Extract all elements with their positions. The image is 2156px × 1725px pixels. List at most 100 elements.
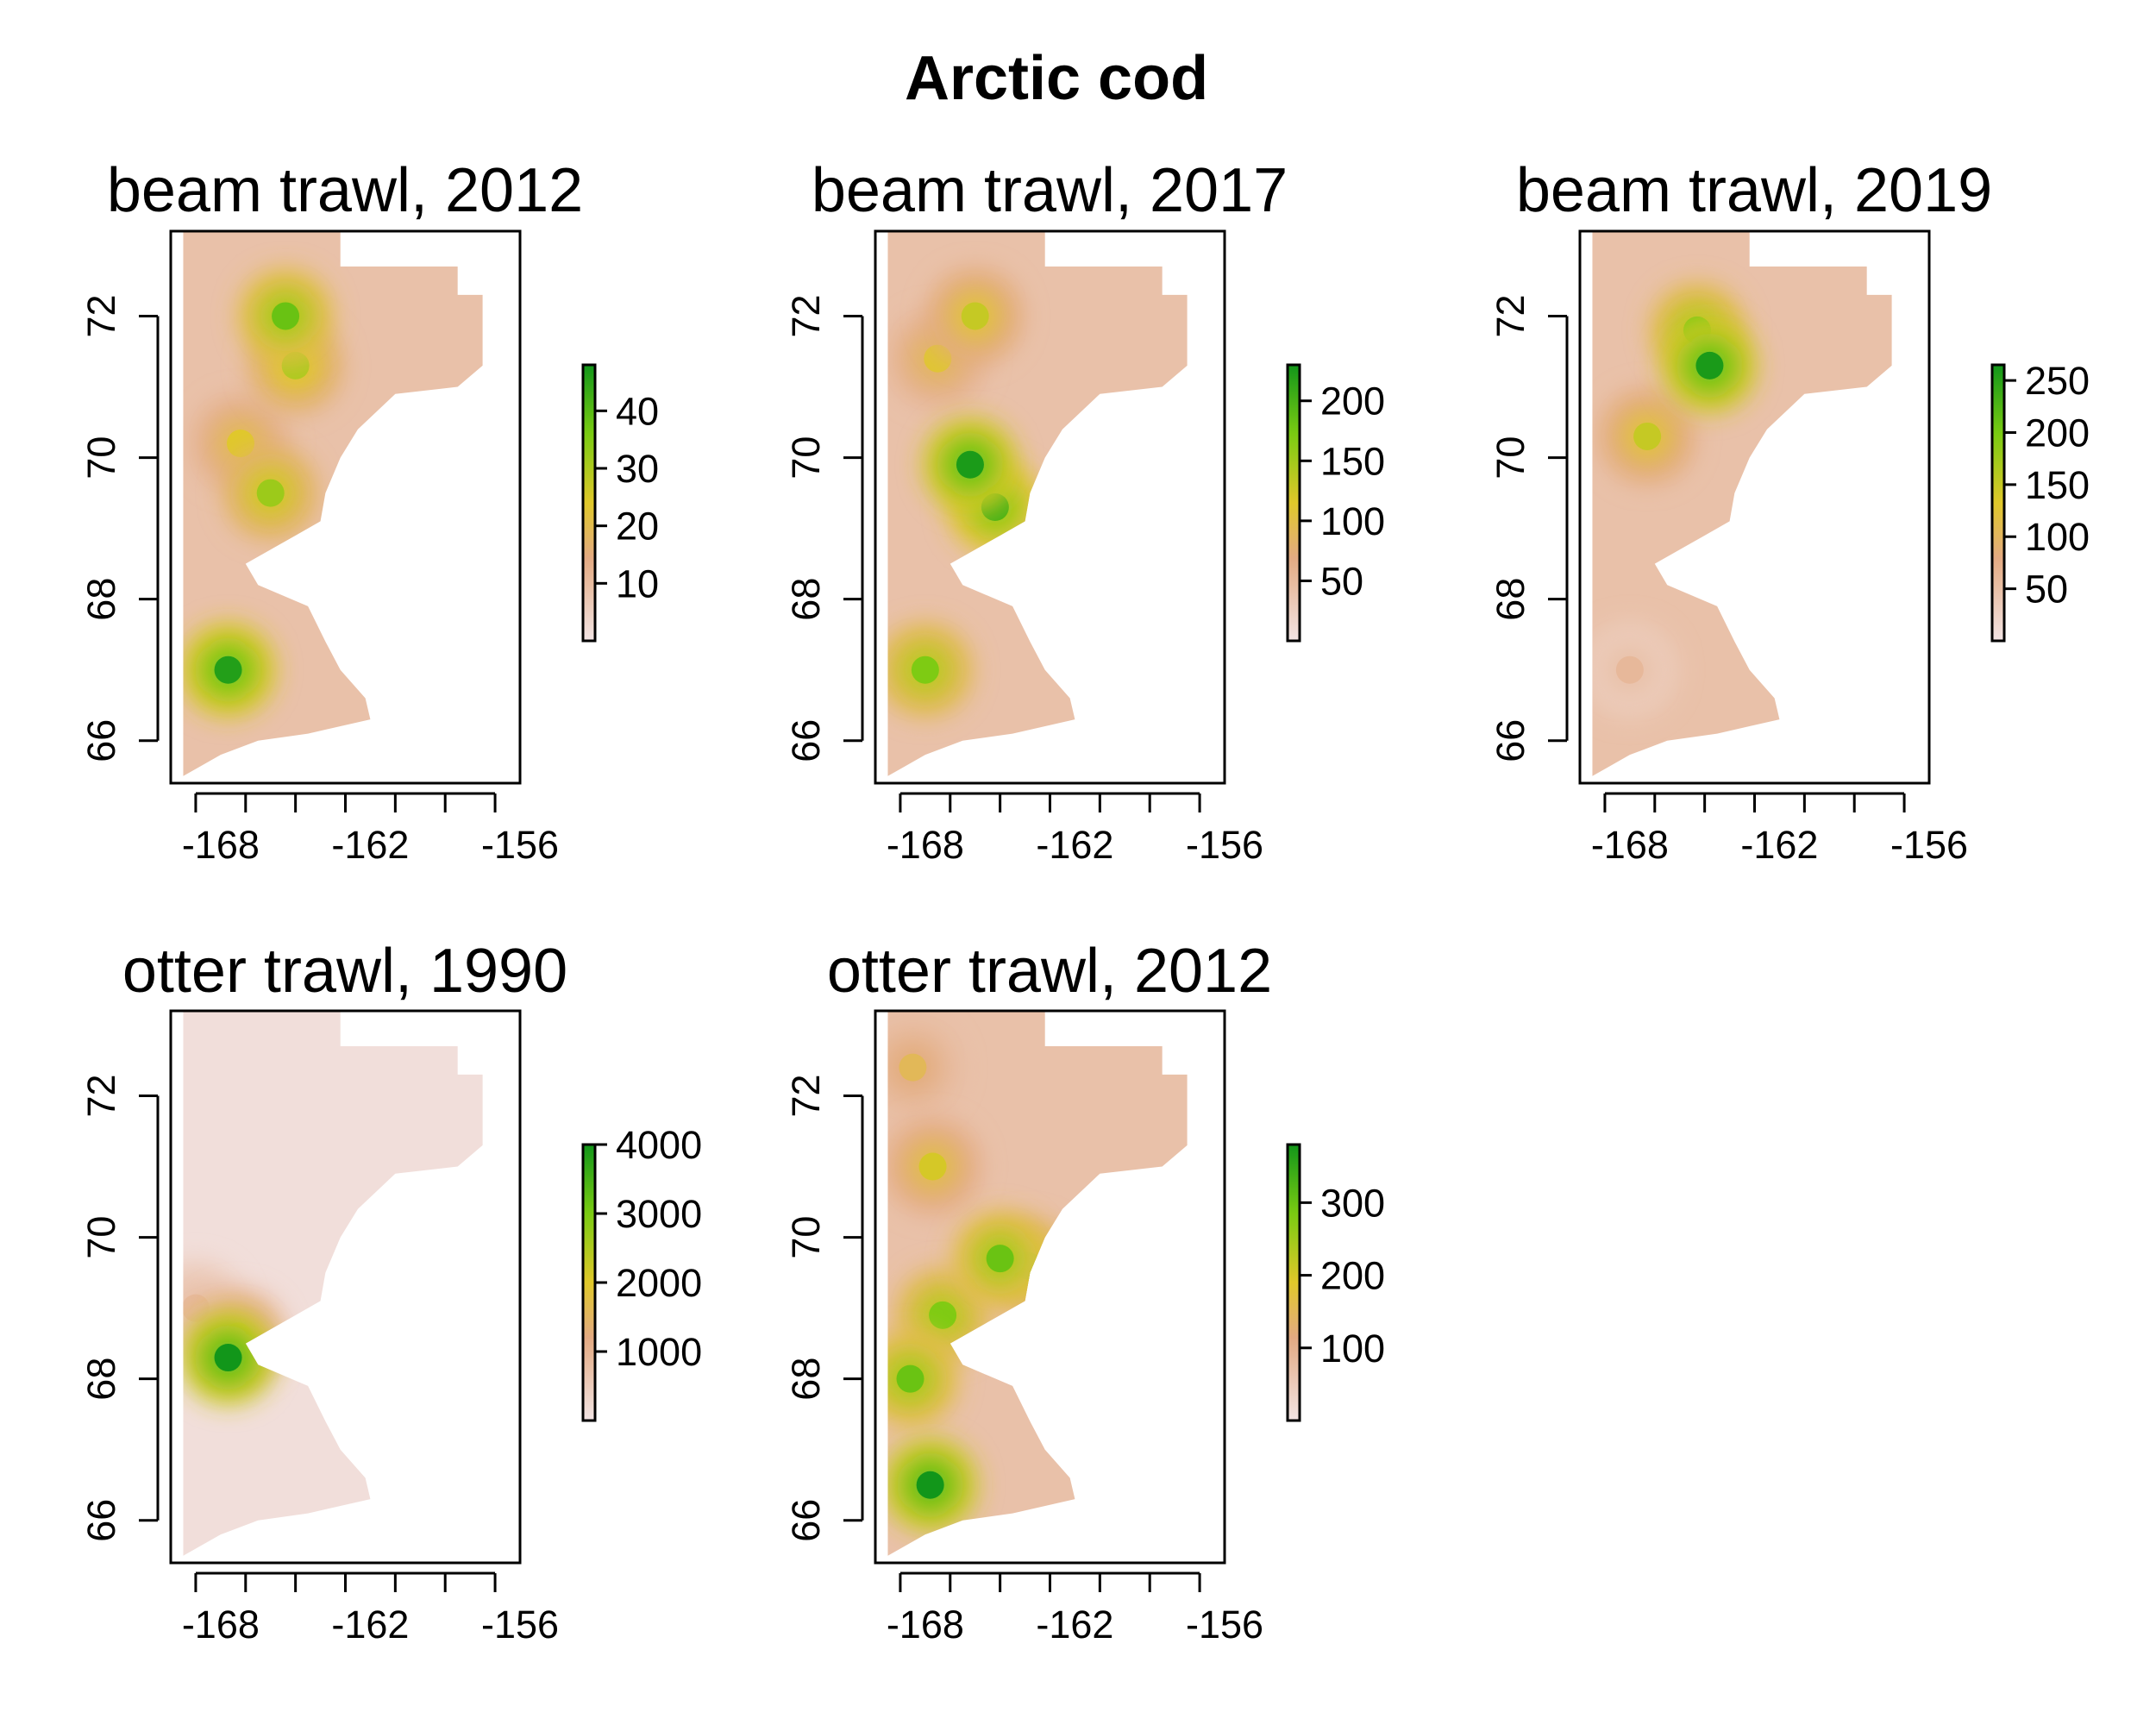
panel-title: otter trawl, 2012 xyxy=(827,937,1272,1006)
x-tick-label: -162 xyxy=(1740,823,1818,867)
hotspot-core xyxy=(214,1344,242,1372)
y-tick-label: 66 xyxy=(1489,719,1532,762)
colorbar-tick-label: 50 xyxy=(1320,559,1363,603)
x-tick-label: -156 xyxy=(1186,1603,1263,1647)
panel-grid: beam trawl, 2012 -168 -162 -156 66 68 70 72 10 20… xyxy=(79,156,2090,1647)
y-tick-label: 72 xyxy=(79,1074,123,1117)
heatmap-surface xyxy=(887,1011,1188,1556)
panel-title: otter trawl, 1990 xyxy=(122,937,567,1006)
colorbar-tick-label: 200 xyxy=(1320,1254,1385,1298)
heatmap-surface xyxy=(1592,231,1892,776)
colorbar-tick-label: 4000 xyxy=(616,1123,702,1167)
plot-frame xyxy=(1578,229,1931,785)
heatmap-surface xyxy=(183,231,483,776)
map-panel: otter trawl, 1990 -168 -162 -156 66 68 70 72 100… xyxy=(79,937,702,1647)
y-tick-label: 72 xyxy=(784,294,828,337)
colorbar-tick-label: 10 xyxy=(616,561,659,605)
panel-title: beam trawl, 2017 xyxy=(812,156,1288,225)
x-tick-label: -156 xyxy=(481,823,559,867)
heatmap-surface xyxy=(183,1011,483,1556)
plot-frame xyxy=(874,229,1226,785)
colorbar-tick-label: 200 xyxy=(1320,380,1385,423)
colorbar-tick-label: 150 xyxy=(2025,463,2090,507)
y-tick-label: 66 xyxy=(784,719,828,762)
y-tick-label: 70 xyxy=(79,1216,123,1259)
y-tick-label: 72 xyxy=(1489,294,1532,337)
colorbar-tick-label: 100 xyxy=(1320,499,1385,543)
y-tick-label: 72 xyxy=(79,294,123,337)
colorbar-tick-label: 300 xyxy=(1320,1181,1385,1225)
hotspot-core xyxy=(1633,422,1662,450)
colorbar-tick-label: 250 xyxy=(2025,359,2090,403)
y-tick-label: 68 xyxy=(784,578,828,621)
colorbar-tick-label: 100 xyxy=(2025,515,2090,559)
hotspot-core xyxy=(929,1301,957,1329)
y-tick-label: 66 xyxy=(79,719,123,762)
colorbar-tick-label: 150 xyxy=(1320,439,1385,483)
plot-frame xyxy=(169,1009,522,1565)
x-tick-label: -162 xyxy=(331,1603,409,1647)
colorbar-tick-label: 200 xyxy=(2025,411,2090,455)
y-tick-label: 70 xyxy=(784,436,828,480)
heatmap-surface xyxy=(887,231,1188,776)
x-tick-label: -168 xyxy=(1591,823,1669,867)
y-tick-label: 66 xyxy=(784,1499,828,1542)
map-panel: beam trawl, 2017 -168 -162 -156 66 68 70 72 50 10… xyxy=(784,156,1385,867)
colorbar-tick-label: 3000 xyxy=(616,1192,702,1236)
hotspot-core xyxy=(899,1053,927,1082)
hotspot-core xyxy=(227,430,254,458)
y-tick-label: 66 xyxy=(79,1499,123,1542)
hotspot-core xyxy=(911,656,939,684)
plot-frame xyxy=(874,1009,1226,1565)
map-panel: otter trawl, 2012 -168 -162 -156 66 68 70 72 100… xyxy=(784,937,1385,1647)
panel-title: beam trawl, 2012 xyxy=(107,156,583,225)
hotspot-core xyxy=(961,302,989,330)
hotspot-core xyxy=(256,479,285,507)
x-tick-label: -162 xyxy=(331,823,409,867)
colorbar-tick-label: 1000 xyxy=(616,1330,702,1374)
hotspot-core xyxy=(272,302,300,330)
hotspot-core xyxy=(918,1152,947,1181)
colorbar-tick-label: 40 xyxy=(616,389,659,433)
y-tick-label: 70 xyxy=(79,436,123,480)
hotspot-core xyxy=(986,1245,1014,1273)
y-tick-label: 68 xyxy=(79,578,123,621)
colorbar xyxy=(581,1143,597,1422)
hotspot-core xyxy=(896,1364,924,1393)
y-tick-label: 68 xyxy=(79,1358,123,1401)
colorbar-tick-label: 2000 xyxy=(616,1261,702,1305)
hotspot-core xyxy=(916,1471,944,1499)
x-tick-label: -168 xyxy=(887,823,964,867)
plot-frame xyxy=(169,229,522,785)
colorbar-tick-label: 100 xyxy=(1320,1327,1385,1371)
y-tick-label: 70 xyxy=(784,1216,828,1259)
colorbar xyxy=(1990,363,2006,643)
y-tick-label: 72 xyxy=(784,1074,828,1117)
hotspot-core xyxy=(956,450,984,479)
y-tick-label: 68 xyxy=(784,1358,828,1401)
colorbar-tick-label: 20 xyxy=(616,505,659,549)
x-tick-label: -168 xyxy=(182,1603,260,1647)
map-panel: beam trawl, 2012 -168 -162 -156 66 68 70 72 10 20… xyxy=(79,156,659,867)
colorbar-tick-label: 30 xyxy=(616,447,659,491)
x-tick-label: -162 xyxy=(1036,823,1113,867)
x-tick-label: -156 xyxy=(1890,823,1968,867)
panel-title: beam trawl, 2019 xyxy=(1516,156,1992,225)
x-tick-label: -156 xyxy=(1186,823,1263,867)
y-tick-label: 70 xyxy=(1489,436,1532,480)
map-panel: beam trawl, 2019 -168 -162 -156 66 68 70 72 50 10… xyxy=(1489,156,2090,867)
x-tick-label: -162 xyxy=(1036,1603,1113,1647)
x-tick-label: -168 xyxy=(182,823,260,867)
hotspot-core xyxy=(1695,351,1724,380)
colorbar xyxy=(581,363,597,643)
colorbar xyxy=(1286,1143,1301,1422)
colorbar xyxy=(1286,363,1301,643)
hotspot-core xyxy=(1615,656,1644,684)
figure-title: Arctic cod xyxy=(905,44,1208,113)
colorbar-tick-label: 50 xyxy=(2025,568,2068,612)
x-tick-label: -168 xyxy=(887,1603,964,1647)
hotspot-core xyxy=(214,656,242,684)
x-tick-label: -156 xyxy=(481,1603,559,1647)
y-tick-label: 68 xyxy=(1489,578,1532,621)
